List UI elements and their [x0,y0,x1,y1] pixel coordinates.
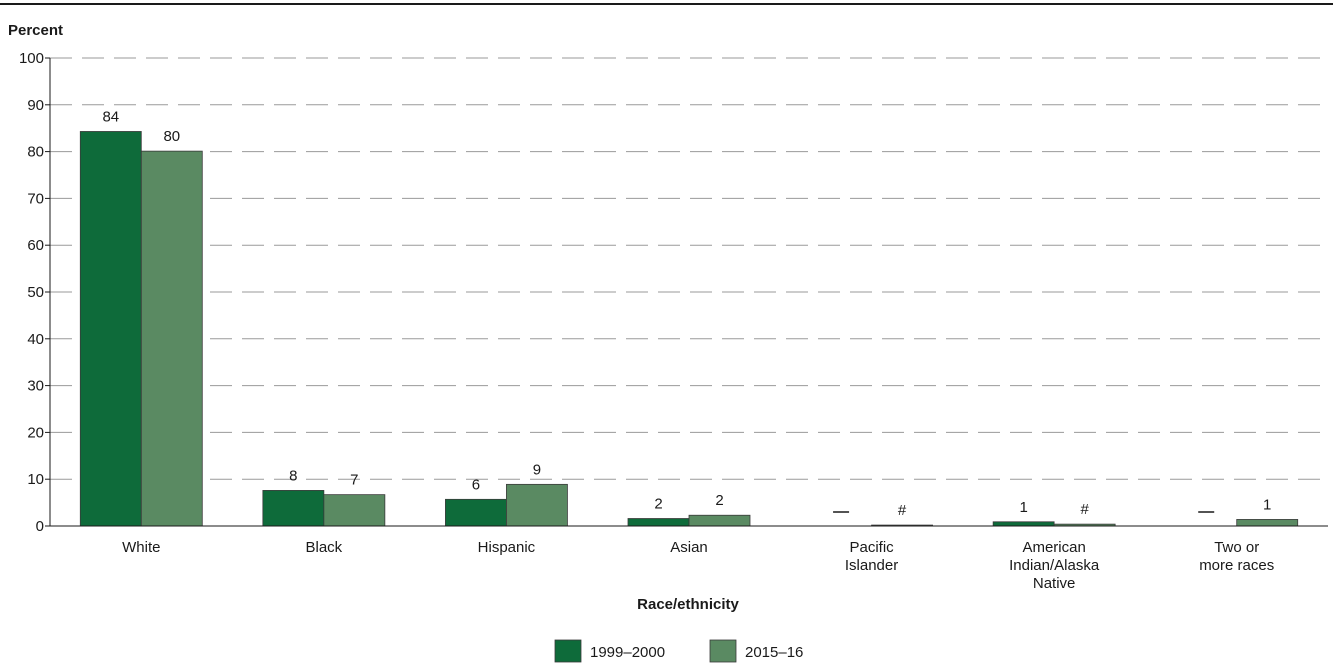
category-label: Black [306,539,343,556]
bar [1236,519,1299,527]
y-tick-label: 100 [19,50,44,67]
data-label: 8 [289,467,297,484]
gridlines [50,57,1328,480]
data-label: 6 [472,476,480,493]
bar [992,521,1055,527]
y-tick-label: 60 [27,237,44,254]
data-labels: 84 80 8 7 6 9 2 2 # 1 #1 [102,108,1271,519]
data-label: 2 [654,496,662,513]
category-label: Two or more races [1199,539,1274,574]
bar [79,131,142,527]
data-label: 84 [102,108,119,125]
bar [627,518,690,527]
data-label: 9 [533,461,541,478]
data-label: # [1080,501,1089,518]
category-label: White [122,539,160,556]
x-axis-title: Race/ethnicity [637,596,739,613]
category-label: Hispanic [478,539,536,556]
y-tick-label: 70 [27,190,44,207]
data-label: 1 [1263,496,1271,513]
y-tick-label: 50 [27,284,44,301]
y-tick-label: 10 [27,471,44,488]
data-label: 80 [163,128,180,145]
bar [688,514,751,527]
bars [79,131,1299,527]
data-label: # [898,502,907,519]
bar [445,498,507,527]
y-tick-label: 90 [27,97,44,114]
bar [262,490,325,527]
y-tick-label: 20 [27,424,44,441]
legend: 1999–2000 2015–16 [554,639,803,663]
bar [323,494,386,527]
y-tick-label: 80 [27,144,44,161]
bar [140,150,203,527]
category-label: Pacific Islander [845,539,898,574]
legend-swatch [554,639,582,663]
y-tick-label: 40 [27,331,44,348]
data-label: 2 [715,492,723,509]
category-label: Asian [670,539,708,556]
y-axis-ticks: 0 10 20 30 40 50 60 70 80 90 100 [19,50,50,535]
data-label: 1 [1019,499,1027,516]
y-tick-label: 30 [27,378,44,395]
bar [506,483,568,527]
legend-swatch [709,639,737,663]
data-label: 7 [350,472,358,489]
x-axis-categories: White Black Hispanic Asian Pacific Islander Am… [122,539,1274,592]
legend-label: 2015–16 [745,644,803,661]
legend-label: 1999–2000 [590,644,665,661]
y-tick-label: 0 [36,518,44,535]
y-axis-title: Percent [8,22,63,39]
category-label: American Indian/Alaska Native [1009,539,1100,592]
